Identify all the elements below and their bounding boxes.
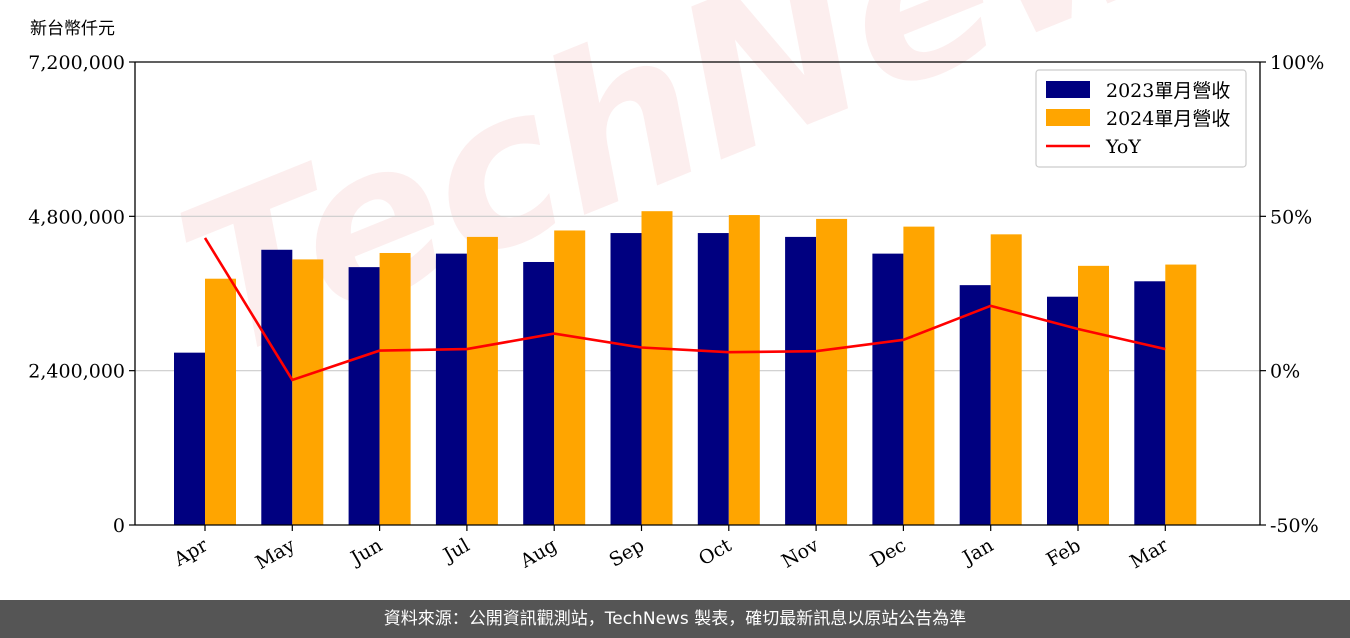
x-tick-label-oct: Oct bbox=[695, 534, 736, 570]
x-tick-label-jan: Jan bbox=[957, 534, 997, 570]
y-tick-label-0: 0 bbox=[113, 515, 125, 537]
bar-2024-sep bbox=[641, 211, 673, 525]
bar-2024-nov bbox=[816, 218, 848, 525]
x-tick-label-mar: Mar bbox=[1126, 534, 1172, 573]
y2-tick-label-2: 50% bbox=[1270, 206, 1312, 228]
bar-2023-apr bbox=[174, 352, 205, 525]
x-tick-label-may: May bbox=[252, 534, 299, 574]
bar-2024-jan bbox=[990, 234, 1022, 526]
y2-tick-label-3: 100% bbox=[1270, 52, 1324, 74]
y-axis-unit-label: 新台幣仟元 bbox=[30, 19, 115, 39]
yoy-line bbox=[203, 237, 1166, 382]
bar-2023-oct bbox=[697, 233, 729, 525]
bar-2023-jul bbox=[435, 253, 467, 525]
legend-label-2: YoY bbox=[1105, 136, 1141, 158]
bar-2023-sep bbox=[610, 233, 642, 525]
x-tick-label-aug: Aug bbox=[516, 534, 561, 573]
x-tick-label-apr: Apr bbox=[169, 534, 212, 571]
bar-2024-oct bbox=[728, 215, 760, 525]
source-footer: 資料來源：公開資訊觀測站，TechNews 製表，確切最新訊息以原站公告為準 bbox=[0, 600, 1350, 638]
x-tick-label-sep: Sep bbox=[605, 534, 648, 571]
bar-2023-dec bbox=[872, 253, 904, 525]
bar-2024-apr bbox=[205, 278, 236, 525]
bar-2024-jul bbox=[466, 236, 498, 525]
bar-2024-jun bbox=[379, 252, 411, 526]
bar-2023-may bbox=[261, 249, 293, 525]
y2-tick-label-0: -50% bbox=[1270, 515, 1319, 537]
bar-2023-mar bbox=[1134, 281, 1166, 525]
x-tick-label-dec: Dec bbox=[867, 534, 910, 572]
revenue-chart: 0 2,400,000 4,800,000 7,200,000 -50% 0% 50% 100… bbox=[28, 52, 1324, 574]
bar-2023-jun bbox=[348, 267, 380, 525]
bar-2024-mar bbox=[1165, 264, 1197, 525]
y2-tick-label-1: 0% bbox=[1270, 361, 1300, 383]
bar-2024-dec bbox=[903, 226, 935, 525]
bar-2023-aug bbox=[523, 261, 555, 525]
y-tick-label-2: 4,800,000 bbox=[28, 206, 125, 228]
x-tick-label-feb: Feb bbox=[1043, 534, 1085, 571]
bar-2023-nov bbox=[785, 236, 817, 525]
legend-swatch-1 bbox=[1046, 109, 1090, 126]
x-tick-label-jul: Jul bbox=[438, 534, 473, 567]
bar-2023-jan bbox=[959, 285, 991, 525]
bar-2024-may bbox=[292, 259, 324, 525]
x-tick-label-nov: Nov bbox=[778, 534, 823, 573]
bar-2023-feb bbox=[1047, 296, 1078, 525]
legend-label-1: 2024單月營收 bbox=[1106, 108, 1230, 130]
x-tick-label-jun: Jun bbox=[346, 534, 387, 570]
legend-swatch-0 bbox=[1046, 81, 1090, 98]
y-tick-label-1: 2,400,000 bbox=[28, 361, 125, 383]
bar-2024-aug bbox=[554, 230, 586, 525]
y-tick-label-3: 7,200,000 bbox=[28, 52, 125, 74]
legend-label-0: 2023單月營收 bbox=[1106, 80, 1230, 102]
bar-2024-feb bbox=[1078, 265, 1109, 525]
